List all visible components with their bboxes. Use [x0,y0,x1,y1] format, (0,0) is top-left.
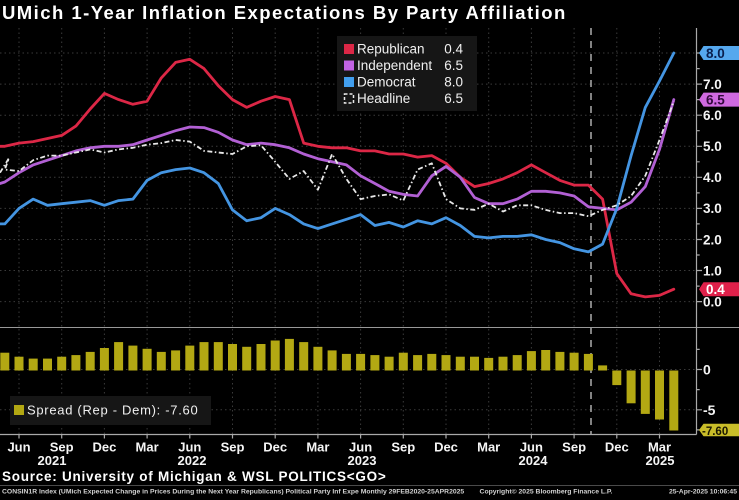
svg-text:Sep: Sep [50,440,74,455]
svg-text:Independent: Independent [357,58,432,73]
svg-text:Jun: Jun [178,440,201,455]
svg-text:Mar: Mar [648,440,671,455]
svg-text:-7.60: -7.60 [702,426,728,438]
svg-text:Jun: Jun [349,440,372,455]
svg-text:Spread (Rep - Dem): -7.60: Spread (Rep - Dem): -7.60 [27,403,198,418]
svg-text:Sep: Sep [221,440,245,455]
svg-text:6.0: 6.0 [703,108,722,123]
svg-text:0.0: 0.0 [703,294,722,309]
svg-text:Dec: Dec [263,440,287,455]
svg-text:5.0: 5.0 [703,139,722,154]
svg-text:0: 0 [703,362,711,378]
svg-text:Mar: Mar [477,440,500,455]
svg-text:UMich 1-Year Inflation Expecta: UMich 1-Year Inflation Expectations By P… [2,2,567,23]
svg-text:-5: -5 [703,402,716,418]
svg-text:6.5: 6.5 [706,92,725,107]
svg-text:Dec: Dec [434,440,458,455]
svg-text:8.0: 8.0 [444,75,463,90]
svg-text:Mar: Mar [136,440,159,455]
svg-text:2021: 2021 [38,453,67,468]
svg-text:Sep: Sep [562,440,586,455]
svg-text:Dec: Dec [605,440,629,455]
svg-text:0.4: 0.4 [444,42,463,57]
svg-text:Mar: Mar [306,440,329,455]
svg-text:0.4: 0.4 [706,282,725,297]
svg-text:6.5: 6.5 [444,58,463,73]
svg-text:4.0: 4.0 [703,170,722,185]
svg-text:Source: University of Michigan: Source: University of Michigan & WSL POL… [2,469,387,484]
svg-text:Headline: Headline [357,91,410,106]
svg-text:Democrat: Democrat [357,75,416,90]
svg-text:CONSIN1R Index (UMich Expected: CONSIN1R Index (UMich Expected Change in… [2,489,464,496]
svg-text:7.0: 7.0 [703,77,722,92]
svg-text:2024: 2024 [519,453,549,468]
svg-text:2025: 2025 [646,453,675,468]
svg-text:2.0: 2.0 [703,232,722,247]
svg-text:2023: 2023 [348,453,377,468]
svg-text:Copyright© 2025 Bloomberg Fina: Copyright© 2025 Bloomberg Finance L.P. [480,488,613,496]
svg-text:Jun: Jun [520,440,543,455]
svg-text:8.0: 8.0 [706,46,725,61]
svg-text:3.0: 3.0 [703,201,722,216]
svg-text:Dec: Dec [92,440,116,455]
svg-text:1.0: 1.0 [703,263,722,278]
svg-text:6.5: 6.5 [444,91,463,106]
svg-text:Sep: Sep [391,440,415,455]
svg-text:2022: 2022 [178,453,207,468]
svg-text:Jun: Jun [7,440,30,455]
svg-text:25-Apr-2025 10:06:45: 25-Apr-2025 10:06:45 [669,489,737,496]
svg-text:Republican: Republican [357,42,425,57]
